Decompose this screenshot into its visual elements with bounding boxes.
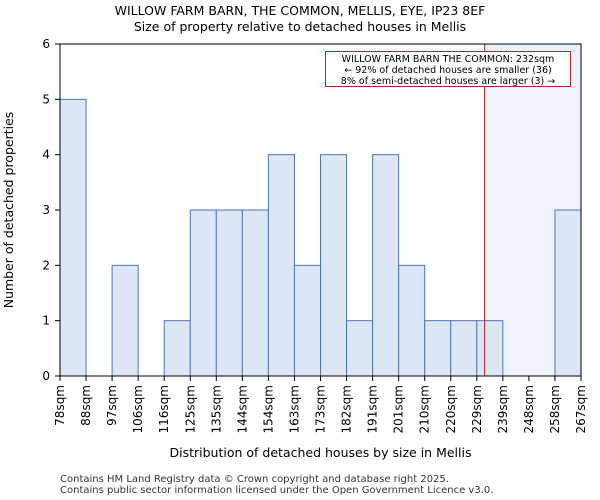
x-tick-label: 88sqm [79, 385, 93, 426]
y-tick-label: 0 [42, 369, 50, 383]
bar [215, 209, 243, 377]
x-tick-label: 106sqm [131, 385, 145, 433]
x-tick-label: 116sqm [157, 385, 171, 433]
annotation-line1: WILLOW FARM BARN THE COMMON: 232sqm [341, 54, 555, 65]
chart-title-line2: Size of property relative to detached ho… [133, 19, 467, 34]
bar [320, 154, 348, 377]
x-axis-label: Distribution of detached houses by size … [170, 445, 472, 460]
x-tick-label: 239sqm [496, 385, 510, 433]
bar [59, 98, 87, 377]
x-tick-label: 182sqm [340, 385, 354, 433]
y-tick-label: 3 [42, 203, 50, 217]
footer-licence: Contains public sector information licen… [60, 485, 494, 496]
y-tick-label: 1 [42, 314, 50, 328]
x-tick-label: 220sqm [444, 385, 458, 433]
y-tick-label: 5 [42, 92, 50, 106]
annotation-line3: 8% of semi-detached houses are larger (3… [340, 76, 556, 87]
bar [189, 209, 217, 377]
bar [111, 264, 139, 377]
x-tick-label: 258sqm [548, 385, 562, 433]
x-tick-label: 229sqm [470, 385, 484, 433]
x-tick-label: 201sqm [392, 385, 406, 433]
x-tick-label: 97sqm [105, 385, 119, 426]
bar [267, 154, 295, 377]
y-tick-label: 6 [42, 37, 50, 51]
x-tick-label: 135sqm [209, 385, 223, 433]
x-tick-label: 173sqm [314, 385, 328, 433]
x-tick-label: 248sqm [522, 385, 536, 433]
bar [554, 209, 582, 377]
annotation-line2: ← 92% of detached houses are smaller (36… [344, 65, 552, 76]
y-axis-label: Number of detached properties [1, 112, 16, 309]
bar [398, 264, 426, 377]
footer-copyright: Contains HM Land Registry data © Crown c… [60, 474, 449, 485]
bar [346, 320, 374, 377]
bar [424, 320, 452, 377]
x-tick-label: 267sqm [574, 385, 588, 433]
bar [450, 320, 478, 377]
x-tick-label: 125sqm [183, 385, 197, 433]
chart-title-line1: WILLOW FARM BARN, THE COMMON, MELLIS, EY… [114, 3, 486, 18]
x-tick-label: 191sqm [366, 385, 380, 433]
bar [163, 320, 191, 377]
x-tick-label: 154sqm [261, 385, 275, 433]
bar [476, 320, 504, 377]
x-tick-label: 163sqm [287, 385, 301, 433]
x-tick-label: 210sqm [418, 385, 432, 433]
bar [293, 264, 322, 377]
property-annotation-box: WILLOW FARM BARN THE COMMON: 232sqm ← 92… [325, 51, 571, 87]
y-tick-label: 2 [42, 258, 50, 272]
x-tick-label: 144sqm [235, 385, 249, 433]
y-tick-label: 4 [42, 148, 50, 162]
x-tick-label: 78sqm [53, 385, 67, 426]
bar [241, 209, 269, 377]
bar [372, 154, 400, 377]
